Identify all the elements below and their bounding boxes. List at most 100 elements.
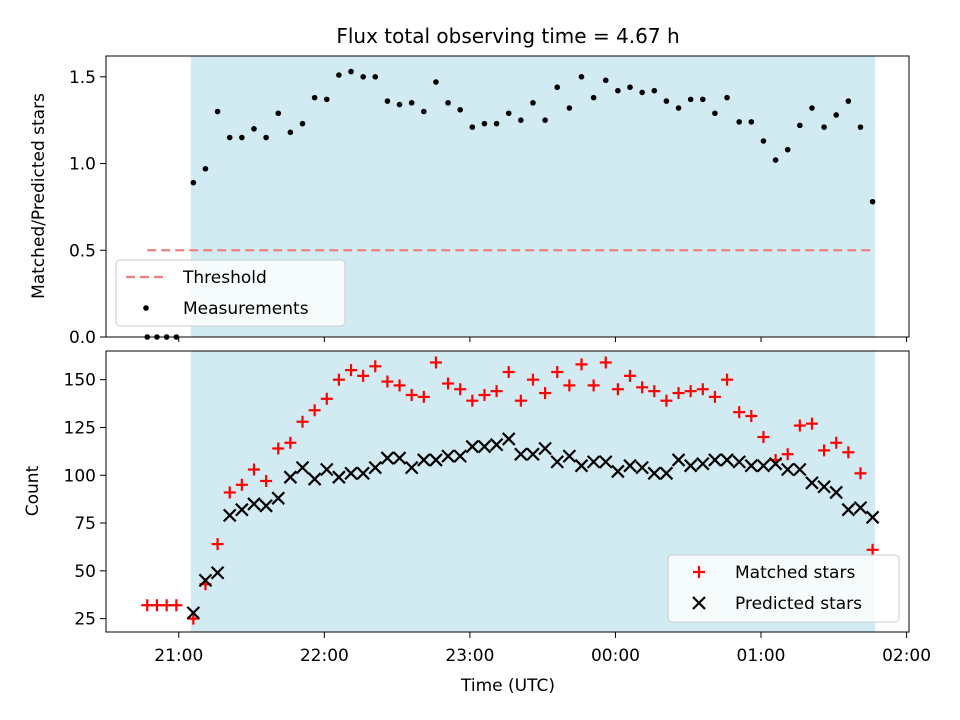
y-tick-label: 25 xyxy=(74,610,96,630)
measurement-point xyxy=(384,98,391,104)
matched-star-point xyxy=(624,369,637,382)
predicted-star-point xyxy=(829,485,843,500)
matched-star-point xyxy=(320,392,333,405)
predicted-star-point xyxy=(368,460,383,475)
legend-matched-swatch xyxy=(693,566,705,578)
bottom-x-axis: 21:00 22:00 23:00 00:00 01:00 02:00 xyxy=(154,632,931,666)
predicted-star-point xyxy=(235,502,249,517)
measurement-point xyxy=(784,146,791,153)
top-panel: 0.0 0.5 1.0 1.5 Matched/Predicted stars Thr… xyxy=(29,55,910,348)
measurement-point xyxy=(457,106,463,113)
matched-star-point xyxy=(611,383,624,396)
predicted-star-point xyxy=(441,449,455,463)
predicted-star-point xyxy=(453,449,467,463)
measurement-point xyxy=(481,120,488,127)
predicted-star-point xyxy=(696,457,710,471)
predicted-star-point xyxy=(465,439,480,454)
matched-star-point xyxy=(587,379,600,392)
matched-star-point xyxy=(539,387,552,400)
matched-star-point xyxy=(672,387,685,400)
measurement-point xyxy=(663,98,670,104)
measurement-point xyxy=(372,74,379,80)
matched-star-point xyxy=(369,360,382,373)
predicted-star-point xyxy=(720,453,734,467)
measurement-point xyxy=(809,105,815,111)
predicted-star-point xyxy=(756,458,771,473)
predicted-star-point xyxy=(271,491,286,505)
matched-star-point xyxy=(781,448,794,461)
predicted-star-point xyxy=(514,447,528,462)
measurement-point xyxy=(699,96,706,103)
measurement-point xyxy=(421,108,427,115)
x-tick-label: 21:00 xyxy=(154,646,203,666)
matched-star-point xyxy=(563,379,576,392)
chart-title: Flux total observing time = 4.67 h xyxy=(336,24,679,48)
predicted-star-point xyxy=(623,458,637,473)
predicted-star-point xyxy=(380,451,395,465)
y-tick-label: 50 xyxy=(74,562,96,582)
matched-star-point xyxy=(417,390,430,403)
bottom-plot-frame xyxy=(105,350,910,633)
bottom-panel: 25 50 75 100 125 150 21:00 22:00 23:00 00:00 01:0… xyxy=(23,350,931,696)
matched-star-point xyxy=(636,381,649,394)
predicted-star-point xyxy=(526,447,540,462)
matched-star-point xyxy=(842,446,855,459)
matched-star-point xyxy=(708,390,721,403)
predicted-star-point xyxy=(708,453,722,467)
matched-star-point xyxy=(648,385,661,398)
matched-star-point xyxy=(308,404,321,417)
matched-star-point xyxy=(272,442,285,455)
measurement-point xyxy=(190,179,197,186)
measurement-point xyxy=(687,96,694,103)
predicted-star-point xyxy=(295,460,310,475)
predicted-star-point xyxy=(417,453,431,467)
measurement-point xyxy=(214,108,221,115)
matched-star-point xyxy=(721,373,734,386)
legend-predicted-swatch xyxy=(692,596,706,610)
predicted-star-point xyxy=(683,458,698,473)
top-y-axis: 0.0 0.5 1.0 1.5 xyxy=(69,68,106,348)
matched-star-point xyxy=(684,385,697,398)
predicted-star-point xyxy=(404,460,419,475)
matched-star-point xyxy=(235,478,248,491)
measurement-point xyxy=(202,165,209,172)
matched-star-point xyxy=(818,444,831,457)
y-tick-label: 125 xyxy=(64,418,96,438)
measurements-series xyxy=(144,68,876,340)
measurement-point xyxy=(554,84,561,91)
matched-star-point xyxy=(514,394,527,407)
measurement-point xyxy=(251,126,257,132)
bottom-y-axis-label: Count xyxy=(23,465,43,516)
y-tick-label: 1.0 xyxy=(69,155,96,175)
measurement-point xyxy=(639,89,645,96)
measurement-point xyxy=(336,72,342,78)
measurement-point xyxy=(469,124,476,130)
measurement-point xyxy=(821,124,827,130)
x-axis-label: Time (UTC) xyxy=(460,676,555,696)
measurement-point xyxy=(590,94,597,101)
measurement-point xyxy=(433,79,439,85)
matched-star-point xyxy=(296,415,309,428)
predicted-star-point xyxy=(598,455,613,469)
measurement-point xyxy=(239,134,245,141)
predicted-star-point xyxy=(611,464,625,479)
predicted-star-point xyxy=(489,437,504,452)
legend-predicted-label: Predicted stars xyxy=(735,594,862,614)
matched-star-point xyxy=(575,358,588,371)
matched-star-point xyxy=(854,467,867,480)
matched-star-point xyxy=(660,394,673,407)
matched-star-point xyxy=(745,409,758,422)
predicted-star-point xyxy=(647,466,662,481)
x-tick-label: 01:00 xyxy=(737,646,786,666)
matched-star-point xyxy=(490,385,503,398)
x-tick-label: 00:00 xyxy=(591,646,640,666)
measurement-point xyxy=(360,74,366,80)
predicted-star-point xyxy=(793,462,807,477)
predicted-star-point xyxy=(671,453,686,467)
measurement-point xyxy=(493,120,500,127)
legend-matched-label: Matched stars xyxy=(735,563,855,583)
measurement-point xyxy=(348,68,354,75)
matched-star-point xyxy=(284,436,297,449)
predicted-star-point xyxy=(562,449,577,463)
measurement-point xyxy=(869,198,876,205)
